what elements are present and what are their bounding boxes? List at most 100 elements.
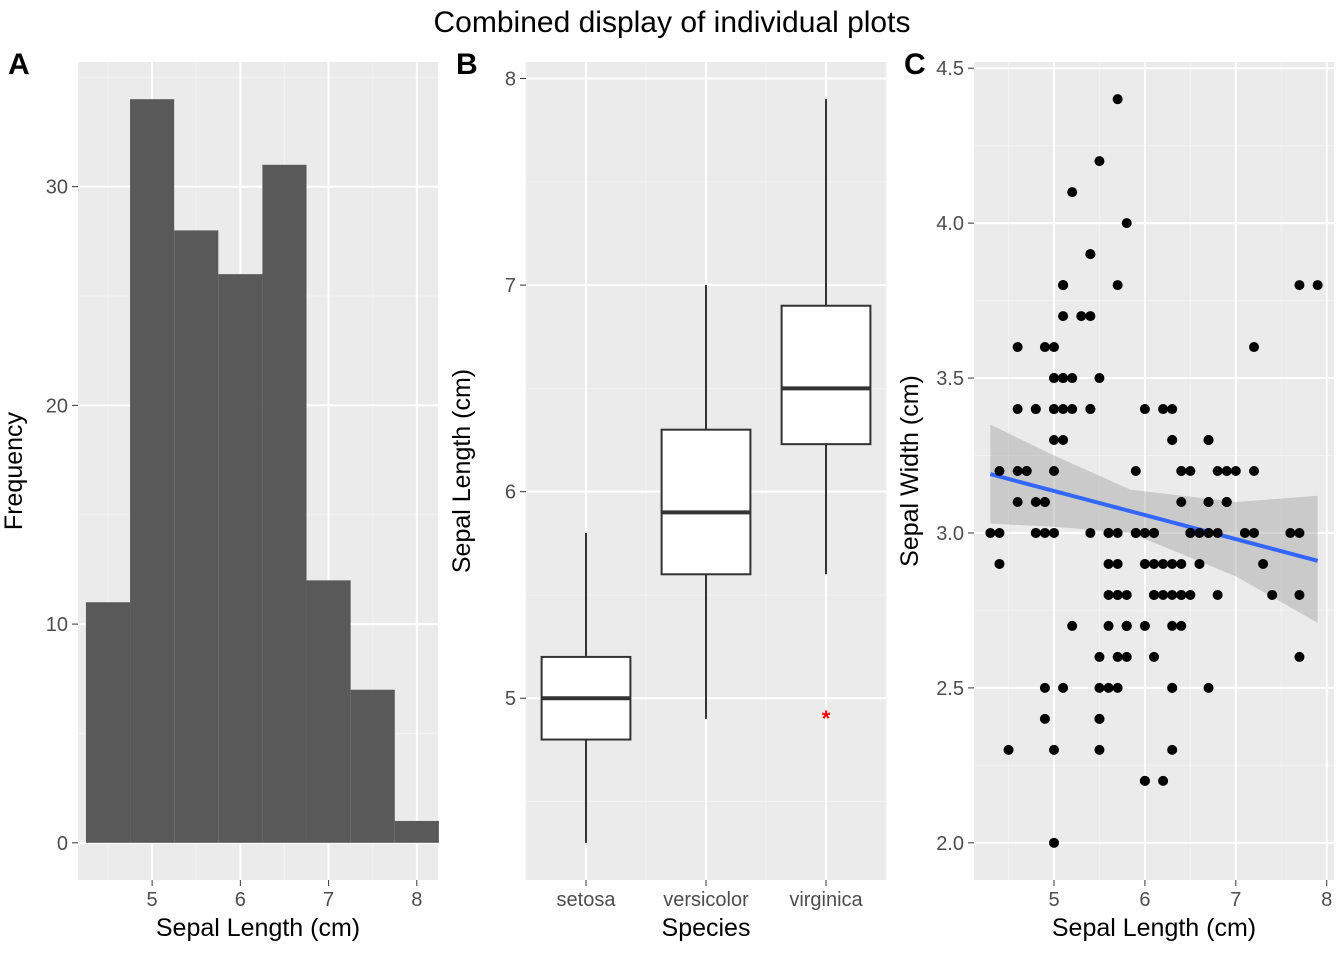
scatter-point	[1013, 466, 1023, 476]
scatter-point	[1249, 466, 1259, 476]
scatter-point	[1113, 94, 1123, 104]
scatter-point	[1094, 683, 1104, 693]
svg-text:8: 8	[505, 69, 516, 91]
svg-text:4.5: 4.5	[936, 58, 964, 80]
scatter-point	[1194, 528, 1204, 538]
scatter-point	[1222, 497, 1232, 507]
scatter-point	[1004, 745, 1014, 755]
hist-bar	[130, 99, 174, 843]
svg-text:8: 8	[411, 889, 422, 911]
scatter-point	[1022, 466, 1032, 476]
hist-bar	[307, 580, 351, 842]
scatter-point	[1131, 528, 1141, 538]
hist-bar	[86, 602, 130, 843]
scatter-point	[1104, 528, 1114, 538]
scatter-point	[1222, 466, 1232, 476]
svg-text:5: 5	[1048, 889, 1059, 911]
scatter-point	[1167, 435, 1177, 445]
svg-text:30: 30	[46, 177, 68, 199]
panelA-tag: A	[8, 48, 30, 81]
scatter-point	[1058, 280, 1068, 290]
scatter-point	[1140, 404, 1150, 414]
scatter-point	[1140, 528, 1150, 538]
scatter-point	[1049, 404, 1059, 414]
scatter-point	[1067, 621, 1077, 631]
svg-text:7: 7	[505, 275, 516, 297]
scatter-point	[1294, 590, 1304, 600]
scatter-point	[1122, 590, 1132, 600]
svg-text:7: 7	[1230, 889, 1241, 911]
scatter-point	[1240, 528, 1250, 538]
scatter-point	[1113, 528, 1123, 538]
scatter-point	[1158, 776, 1168, 786]
scatter-point	[1094, 373, 1104, 383]
scatter-point	[1040, 342, 1050, 352]
scatter-point	[1285, 528, 1295, 538]
scatter-point	[1249, 528, 1259, 538]
hist-bar	[395, 821, 439, 843]
scatter-point	[1113, 559, 1123, 569]
scatter-point	[1094, 156, 1104, 166]
scatter-point	[1085, 528, 1095, 538]
hist-bar	[174, 230, 218, 842]
scatter-point	[1040, 714, 1050, 724]
scatter-point	[1122, 621, 1132, 631]
scatter-point	[1067, 187, 1077, 197]
scatter-point	[1140, 776, 1150, 786]
figure-title: Combined display of individual plots	[434, 6, 911, 39]
scatter-point	[1058, 435, 1068, 445]
scatter-point	[994, 559, 1004, 569]
scatter-point	[1031, 528, 1041, 538]
scatter-point	[1067, 404, 1077, 414]
scatter-point	[1167, 745, 1177, 755]
scatter-point	[1267, 590, 1277, 600]
scatter-point	[1040, 683, 1050, 693]
scatter-point	[1167, 590, 1177, 600]
scatter-point	[1049, 373, 1059, 383]
svg-text:0: 0	[57, 833, 68, 855]
panelB-xlabel: Species	[662, 914, 751, 942]
scatter-point	[1176, 621, 1186, 631]
box	[782, 306, 871, 444]
svg-text:10: 10	[46, 614, 68, 636]
scatter-point	[1167, 683, 1177, 693]
scatter-point	[1185, 590, 1195, 600]
scatter-point	[1058, 683, 1068, 693]
scatter-point	[1031, 404, 1041, 414]
scatter-point	[1213, 466, 1223, 476]
scatter-point	[1313, 280, 1323, 290]
scatter-point	[1140, 621, 1150, 631]
svg-text:5: 5	[147, 889, 158, 911]
scatter-point	[1113, 280, 1123, 290]
svg-text:7: 7	[323, 889, 334, 911]
scatter-point	[1185, 528, 1195, 538]
scatter-point	[1104, 590, 1114, 600]
svg-text:6: 6	[235, 889, 246, 911]
scatter-point	[1167, 559, 1177, 569]
scatter-point	[1058, 311, 1068, 321]
scatter-point	[1058, 373, 1068, 383]
scatter-point	[1294, 280, 1304, 290]
scatter-point	[1213, 590, 1223, 600]
svg-text:virginica: virginica	[789, 889, 863, 911]
scatter-point	[1113, 590, 1123, 600]
outlier-star: *	[822, 706, 831, 731]
hist-bar	[262, 165, 306, 843]
scatter-point	[1204, 435, 1214, 445]
scatter-point	[1085, 311, 1095, 321]
scatter-point	[1176, 497, 1186, 507]
scatter-point	[1067, 373, 1077, 383]
scatter-point	[1204, 683, 1214, 693]
scatter-point	[1176, 466, 1186, 476]
svg-text:20: 20	[46, 395, 68, 417]
scatter-point	[1049, 838, 1059, 848]
scatter-point	[1158, 590, 1168, 600]
scatter-point	[985, 528, 995, 538]
scatter-point	[1113, 683, 1123, 693]
panelB-ylabel: Sepal Length (cm)	[448, 369, 476, 573]
scatter-point	[1149, 652, 1159, 662]
scatter-point	[994, 466, 1004, 476]
scatter-point	[1049, 435, 1059, 445]
svg-text:3.0: 3.0	[936, 523, 964, 545]
scatter-point	[994, 528, 1004, 538]
